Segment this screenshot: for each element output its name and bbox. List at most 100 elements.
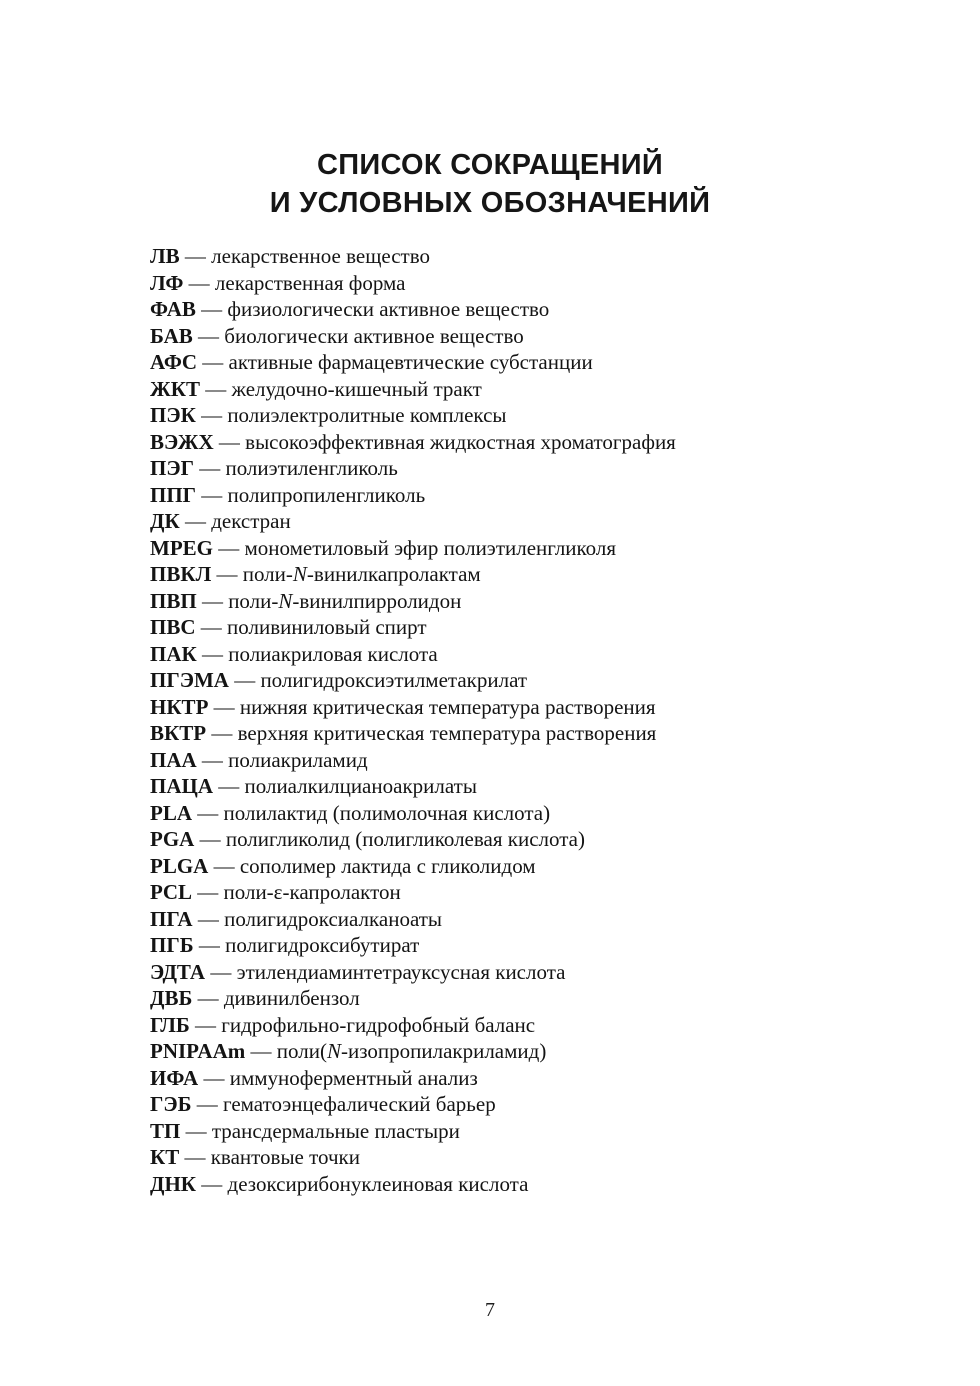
abbreviation-entry: БАВ — биологически активное вещество: [150, 323, 524, 348]
abbreviation-term: ГЛБ: [150, 1012, 190, 1037]
abbreviation-term: ПГА: [150, 906, 193, 931]
abbreviation-entry: ППГ — полипропиленгликоль: [150, 482, 426, 507]
abbreviation-entry: ПАА — полиакриламид: [150, 747, 368, 772]
abbreviation-definition: полигидроксиалканоаты: [224, 906, 443, 931]
abbreviation-term: ВКТР: [150, 721, 207, 745]
abbreviation-term: ППГ: [150, 482, 197, 507]
abbreviation-definition: полигликолид (полигликолевая кислота): [225, 827, 585, 851]
abbreviation-entry: КТ — квантовые точки: [150, 1145, 360, 1169]
abbreviation-term: ЛВ: [150, 244, 180, 268]
abbreviation-definition: трансдермальные пластыри: [211, 1118, 460, 1143]
abbreviation-definition: биологически активное вещество: [224, 323, 524, 348]
abbreviation-entry: ПЭГ — полиэтиленгликоль: [150, 456, 398, 480]
abbreviation-term: ДВБ: [150, 986, 193, 1010]
abbreviation-definition: поливиниловый спирт: [227, 615, 427, 639]
abbreviation-entry: MPEG — монометиловый эфир полиэтиленглик…: [150, 535, 617, 560]
abbreviation-definition: поли-N-винилпирролидон: [228, 588, 462, 613]
abbreviation-entry: PCL — поли-ε-капролактон: [150, 880, 401, 904]
abbreviation-entry: ПГБ — полигидроксибутират: [150, 933, 420, 957]
abbreviation-entry: PLGA — сополимер лактида с гликолидом: [150, 853, 536, 878]
abbreviation-term: БАВ: [150, 323, 193, 348]
abbreviation-entry: ЛВ — лекарственное вещество: [150, 244, 430, 268]
abbreviation-definition: верхняя критическая температура растворе…: [237, 721, 657, 745]
abbreviation-definition: декстран: [211, 509, 291, 533]
abbreviation-definition: полиэлектролитные комплексы: [227, 403, 507, 427]
abbreviation-term: ПВС: [150, 615, 196, 639]
abbreviation-term: PGA: [150, 827, 195, 851]
abbreviation-definition: полилактид (полимолочная кислота): [223, 800, 551, 825]
abbreviation-definition: физиологически активное вещество: [227, 297, 550, 321]
abbreviation-definition: поли(N-изопропилакриламид): [276, 1039, 547, 1063]
abbreviation-entry: ЖКТ — желудочно-кишечный тракт: [150, 376, 482, 401]
abbreviation-term: ДК: [150, 509, 180, 533]
abbreviation-term: ПАК: [150, 641, 197, 666]
abbreviation-term: ЛФ: [150, 270, 184, 295]
abbreviation-definition: полиалкилцианоакрилаты: [244, 774, 477, 798]
abbreviation-definition: этилендиаминтетрауксусная кислота: [236, 959, 566, 984]
abbreviation-term: ПГБ: [150, 933, 194, 957]
abbreviation-entry: PNIPAAm — поли(N-изопропилакриламид): [150, 1039, 547, 1063]
abbreviation-entry: ГЛБ — гидрофильно-гидрофобный баланс: [150, 1012, 536, 1037]
abbreviation-definition: лекарственная форма: [214, 270, 406, 295]
abbreviation-definition: лекарственное вещество: [211, 244, 430, 268]
abbreviation-definition: дезоксирибонуклеиновая кислота: [227, 1171, 529, 1196]
abbreviation-definition: иммуноферментный анализ: [229, 1065, 478, 1090]
abbreviation-definition: полиакриловая кислота: [228, 641, 438, 666]
abbreviation-term: АФС: [150, 350, 198, 374]
abbreviation-term: ПЭК: [150, 403, 196, 427]
abbreviation-term: ПВП: [150, 588, 197, 613]
abbreviation-definition: гематоэнцефалический барьер: [223, 1092, 496, 1116]
page-title-line-1: СПИСОК СОКРАЩЕНИЙ: [316, 149, 663, 181]
abbreviation-entry: АФС — активные фармацевтические субстанц…: [150, 350, 593, 374]
abbreviation-entry: ТП — трансдермальные пластыри: [150, 1118, 460, 1143]
abbreviation-term: PLA: [150, 800, 192, 825]
abbreviation-entry: ПЭК — полиэлектролитные комплексы: [150, 403, 507, 427]
abbreviation-term: ПЭГ: [150, 456, 194, 480]
abbreviation-definition: поли-ε-капролактон: [223, 880, 401, 904]
abbreviation-list: ЛВ — лекарственное вещество ЛФ — лекарств…: [150, 243, 920, 1197]
abbreviation-definition: нижняя критическая температура растворен…: [239, 694, 656, 719]
abbreviation-term: ПГЭМА: [150, 668, 229, 692]
abbreviation-entry: ГЭБ — гематоэнцефалический барьер: [150, 1092, 496, 1116]
abbreviation-entry: ПВКЛ — поли-N-винилкапролактам: [150, 562, 481, 586]
abbreviation-entry: ЛФ — лекарственная форма: [150, 270, 406, 295]
abbreviation-entry: ЭДТА — этилендиаминтетрауксусная кислота: [150, 959, 566, 984]
abbreviation-term: ПВКЛ: [150, 562, 212, 586]
abbreviation-entry: НКТР — нижняя критическая температура ра…: [150, 694, 656, 719]
abbreviation-term: ПАА: [150, 747, 197, 772]
abbreviation-definition: активные фармацевтические субстанции: [228, 350, 593, 374]
abbreviation-entry: ПАК — полиакриловая кислота: [150, 641, 438, 666]
abbreviation-entry: ПВП — поли-N-винилпирролидон: [150, 588, 462, 613]
page-number: 7: [485, 1299, 495, 1321]
abbreviation-definition: полиэтиленгликоль: [225, 456, 398, 480]
abbreviation-definition: полигидроксибутират: [225, 933, 420, 957]
abbreviation-entry: ИФА — иммуноферментный анализ: [150, 1065, 478, 1090]
abbreviation-entry: ДК — декстран: [150, 509, 291, 533]
abbreviation-definition: высокоэффективная жидкостная хроматограф…: [245, 429, 676, 454]
abbreviation-definition: полигидроксиэтилметакрилат: [260, 668, 528, 692]
abbreviation-term: ФАВ: [150, 297, 196, 321]
abbreviation-definition: монометиловый эфир полиэтиленгликоля: [244, 535, 617, 560]
abbreviation-entry: ПАЦА — полиалкилцианоакрилаты: [150, 774, 477, 798]
abbreviation-definition: дивинилбензол: [223, 986, 360, 1010]
abbreviation-entry: ВЭЖХ — высокоэффективная жидкостная хром…: [150, 429, 676, 454]
abbreviation-entry: ПВС — поливиниловый спирт: [150, 615, 427, 639]
abbreviation-entry: ПГЭМА — полигидроксиэтилметакрилат: [150, 668, 528, 692]
abbreviation-term: PNIPAAm: [150, 1039, 246, 1063]
abbreviation-definition: сополимер лактида с гликолидом: [239, 853, 536, 878]
abbreviation-entry: ДНК — дезоксирибонуклеиновая кислота: [150, 1171, 529, 1196]
abbreviation-definition: гидрофильно-гидрофобный баланс: [221, 1012, 536, 1037]
abbreviation-entry: ВКТР — верхняя критическая температура р…: [150, 721, 657, 745]
abbreviation-term: PLGA: [150, 853, 209, 878]
abbreviation-term: ЖКТ: [150, 376, 200, 401]
abbreviation-term: ВЭЖХ: [150, 429, 214, 454]
page-title-line-2: И УСЛОВНЫХ ОБОЗНАЧЕНИЙ: [269, 187, 711, 219]
abbreviation-definition: квантовые точки: [210, 1145, 360, 1169]
abbreviation-entry: ДВБ — дивинилбензол: [150, 986, 360, 1010]
abbreviation-term: ГЭБ: [150, 1092, 192, 1116]
abbreviation-entry: ПГА — полигидроксиалканоаты: [150, 906, 443, 931]
abbreviation-term: PCL: [150, 880, 192, 904]
abbreviation-definition: полиакриламид: [228, 747, 368, 772]
abbreviation-term: КТ: [150, 1145, 180, 1169]
